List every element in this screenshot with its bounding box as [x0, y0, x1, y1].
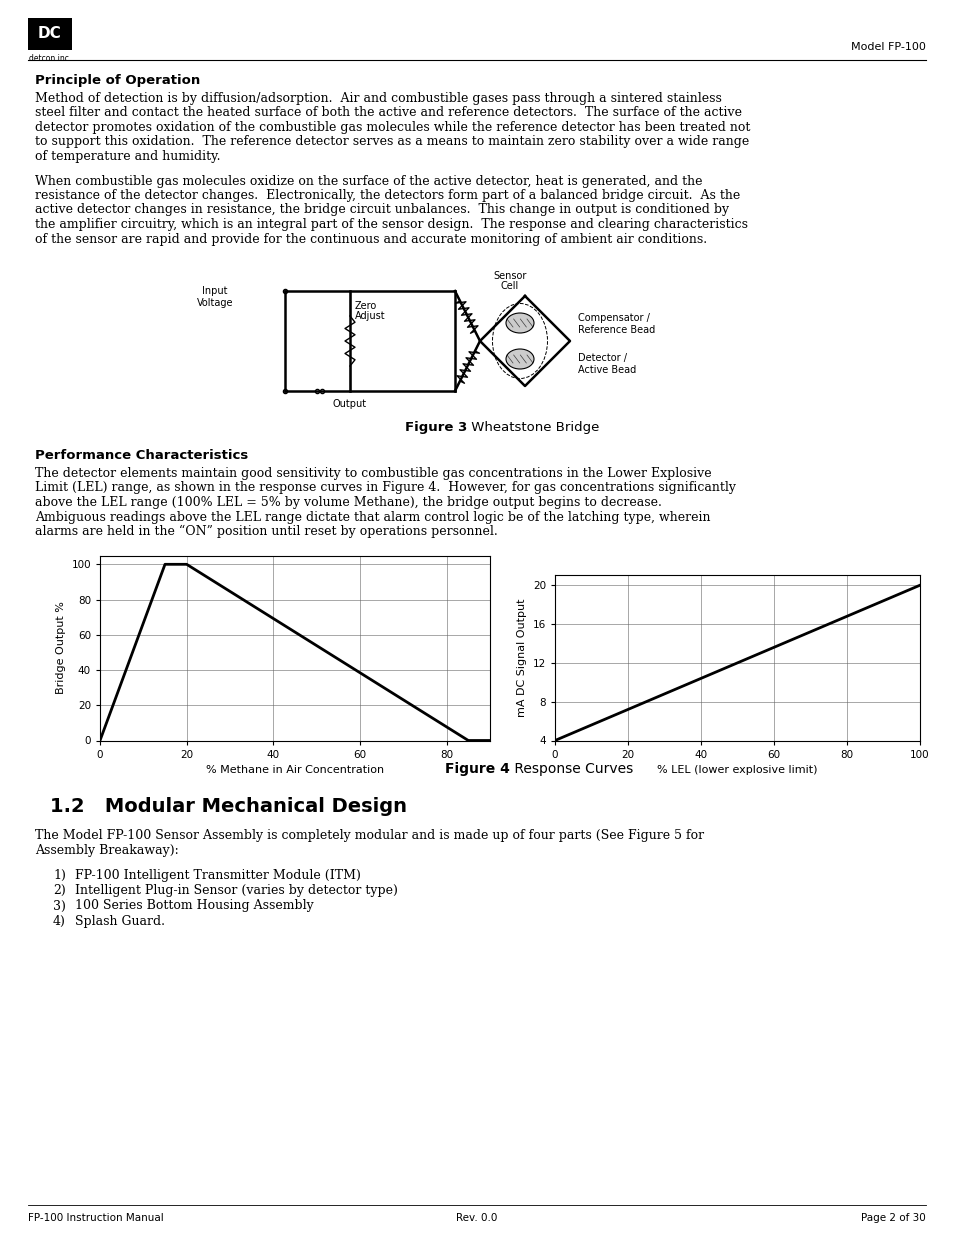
- Text: When combustible gas molecules oxidize on the surface of the active detector, he: When combustible gas molecules oxidize o…: [35, 174, 701, 188]
- Text: Response Curves: Response Curves: [510, 762, 633, 777]
- Y-axis label: Bridge Output %: Bridge Output %: [55, 601, 66, 694]
- Text: 3): 3): [53, 899, 66, 913]
- Text: Model FP-100: Model FP-100: [850, 42, 925, 52]
- X-axis label: % LEL (lower explosive limit): % LEL (lower explosive limit): [657, 766, 817, 776]
- Text: of temperature and humidity.: of temperature and humidity.: [35, 149, 220, 163]
- Text: Output: Output: [333, 399, 366, 409]
- Text: Cell: Cell: [500, 282, 518, 291]
- Ellipse shape: [505, 350, 534, 369]
- Text: Performance Characteristics: Performance Characteristics: [35, 450, 248, 462]
- Text: Intelligent Plug-in Sensor (varies by detector type): Intelligent Plug-in Sensor (varies by de…: [75, 884, 397, 897]
- Text: 4): 4): [53, 915, 66, 927]
- Text: Assembly Breakaway):: Assembly Breakaway):: [35, 844, 178, 857]
- Text: the amplifier circuitry, which is an integral part of the sensor design.  The re: the amplifier circuitry, which is an int…: [35, 219, 747, 231]
- Text: steel filter and contact the heated surface of both the active and reference det: steel filter and contact the heated surf…: [35, 106, 741, 120]
- Text: resistance of the detector changes.  Electronically, the detectors form part of : resistance of the detector changes. Elec…: [35, 189, 740, 203]
- Text: Page 2 of 30: Page 2 of 30: [861, 1213, 925, 1223]
- Text: FP-100 Intelligent Transmitter Module (ITM): FP-100 Intelligent Transmitter Module (I…: [75, 868, 360, 882]
- Bar: [28, 19, 71, 49]
- Text: Input: Input: [202, 287, 228, 296]
- Text: detector promotes oxidation of the combustible gas molecules while the reference: detector promotes oxidation of the combu…: [35, 121, 750, 135]
- Text: detcon inc.: detcon inc.: [29, 54, 71, 63]
- Text: Splash Guard.: Splash Guard.: [75, 915, 165, 927]
- Text: Limit (LEL) range, as shown in the response curves in Figure 4.  However, for ga: Limit (LEL) range, as shown in the respo…: [35, 482, 735, 494]
- Text: alarms are held in the “ON” position until reset by operations personnel.: alarms are held in the “ON” position unt…: [35, 525, 497, 538]
- Text: FP-100 Instruction Manual: FP-100 Instruction Manual: [28, 1213, 164, 1223]
- Text: 100 Series Bottom Housing Assembly: 100 Series Bottom Housing Assembly: [75, 899, 314, 913]
- Text: of the sensor are rapid and provide for the continuous and accurate monitoring o: of the sensor are rapid and provide for …: [35, 232, 706, 246]
- Text: Wheatstone Bridge: Wheatstone Bridge: [467, 421, 599, 433]
- Text: Rev. 0.0: Rev. 0.0: [456, 1213, 497, 1223]
- Text: The detector elements maintain good sensitivity to combustible gas concentration: The detector elements maintain good sens…: [35, 467, 711, 480]
- Text: Zero: Zero: [355, 301, 376, 311]
- Text: Reference Bead: Reference Bead: [578, 325, 655, 335]
- Y-axis label: mA DC Signal Output: mA DC Signal Output: [517, 599, 527, 718]
- Text: Ambiguous readings above the LEL range dictate that alarm control logic be of th: Ambiguous readings above the LEL range d…: [35, 510, 710, 524]
- Text: Compensator /: Compensator /: [578, 312, 649, 324]
- Text: Voltage: Voltage: [196, 298, 233, 308]
- Text: to support this oxidation.  The reference detector serves as a means to maintain: to support this oxidation. The reference…: [35, 136, 748, 148]
- Text: 1.2   Modular Mechanical Design: 1.2 Modular Mechanical Design: [50, 798, 407, 816]
- Text: The Model FP-100 Sensor Assembly is completely modular and is made up of four pa: The Model FP-100 Sensor Assembly is comp…: [35, 830, 703, 842]
- Text: DC: DC: [38, 26, 62, 42]
- Text: above the LEL range (100% LEL = 5% by volume Methane), the bridge output begins : above the LEL range (100% LEL = 5% by vo…: [35, 496, 661, 509]
- Text: 1): 1): [53, 868, 66, 882]
- Text: Figure 3: Figure 3: [405, 421, 467, 433]
- Text: Method of detection is by diffusion/adsorption.  Air and combustible gases pass : Method of detection is by diffusion/adso…: [35, 91, 721, 105]
- Text: Principle of Operation: Principle of Operation: [35, 74, 200, 86]
- Text: 2): 2): [53, 884, 66, 897]
- Ellipse shape: [505, 312, 534, 333]
- Text: active detector changes in resistance, the bridge circuit unbalances.  This chan: active detector changes in resistance, t…: [35, 204, 728, 216]
- X-axis label: % Methane in Air Concentration: % Methane in Air Concentration: [206, 766, 384, 776]
- Text: Adjust: Adjust: [355, 311, 385, 321]
- Text: Active Bead: Active Bead: [578, 366, 636, 375]
- Text: Figure 4: Figure 4: [445, 762, 510, 777]
- Text: Sensor: Sensor: [493, 270, 526, 282]
- Text: Detector /: Detector /: [578, 353, 626, 363]
